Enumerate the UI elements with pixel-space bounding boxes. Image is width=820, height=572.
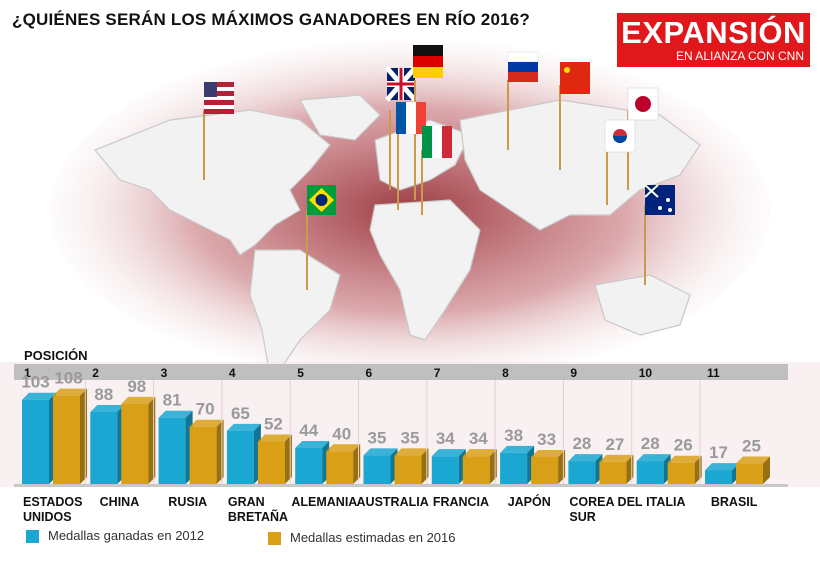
value-label-2016: 40 (332, 424, 351, 443)
position-number: 9 (570, 366, 577, 380)
bar-2012 (568, 454, 603, 484)
position-number: 7 (434, 366, 441, 380)
position-number: 10 (639, 366, 653, 380)
value-label-2016: 108 (54, 369, 82, 388)
russia-flag-icon (507, 51, 539, 150)
value-label-2016: 34 (469, 429, 488, 448)
value-label-2016: 33 (537, 430, 556, 449)
category-label: RUSIA (168, 495, 207, 509)
germany-flag-icon (413, 45, 443, 200)
usa-flag-icon (203, 82, 234, 180)
legend-swatch-2016 (268, 532, 281, 545)
bar-2012 (705, 463, 739, 484)
bar-2016 (462, 449, 497, 484)
value-label-2012: 28 (641, 434, 660, 453)
value-label-2012: 103 (21, 373, 49, 392)
africa (369, 199, 481, 341)
bar-2012 (636, 454, 671, 484)
position-number: 1 (24, 366, 31, 380)
position-number: 2 (92, 366, 99, 380)
value-label-2012: 65 (231, 404, 250, 423)
flags (203, 45, 675, 290)
bar-2016 (53, 388, 87, 484)
bar-2016 (394, 448, 429, 484)
category-label: ESTADOS (23, 495, 83, 509)
north-america (94, 109, 331, 256)
value-label-2012: 17 (709, 443, 728, 462)
page-title: ¿QUIÉNES SERÁN LOS MÁXIMOS GANADORES EN … (12, 10, 530, 29)
value-label-2012: 38 (504, 426, 523, 445)
value-label-2012: 28 (572, 434, 591, 453)
baseline (14, 484, 788, 487)
france-flag-icon (396, 102, 426, 210)
legend-label-2012: Medallas ganadas en 2012 (48, 528, 205, 543)
italy-flag-icon (421, 126, 452, 215)
value-label-2016: 70 (196, 400, 215, 419)
bar-2012 (295, 441, 330, 484)
legend-label-2016: Medallas estimadas en 2016 (290, 530, 456, 545)
greenland (299, 94, 381, 141)
bar-2016 (531, 450, 566, 484)
category-label: GRAN (228, 495, 265, 509)
category-label: UNIDOS (23, 510, 72, 524)
logo-tagline: EN ALIANZA CON CNN (675, 49, 804, 63)
south-america (249, 249, 341, 370)
legend-swatch-2012 (26, 530, 39, 543)
bar-2016 (257, 434, 292, 484)
bar-2012 (158, 410, 193, 484)
category-label: FRANCIA (433, 495, 489, 509)
position-number: 6 (366, 366, 373, 380)
position-number: 5 (297, 366, 304, 380)
bar-2012 (500, 445, 535, 484)
bar-2012 (431, 449, 466, 484)
value-label-2016: 25 (742, 437, 761, 456)
value-label-2016: 26 (674, 436, 693, 455)
category-label: BRETAÑA (228, 509, 288, 524)
value-label-2016: 27 (605, 435, 624, 454)
value-label-2012: 88 (94, 385, 113, 404)
position-number: 11 (707, 366, 720, 380)
korea-flag-icon (604, 119, 636, 205)
category-label: AUSTRALIA (357, 495, 429, 509)
position-strip (14, 364, 788, 380)
bar-2012 (226, 423, 261, 484)
bar-2016 (667, 455, 702, 484)
value-label-2012: 44 (299, 421, 318, 440)
value-label-2012: 81 (163, 391, 182, 410)
australia (594, 274, 691, 336)
bar-2016 (736, 456, 770, 484)
bar-2012 (22, 392, 56, 484)
position-number: 4 (229, 366, 236, 380)
expansion-logo: EXPANSIÓN EN ALIANZA CON CNN (617, 13, 810, 67)
bar-2012 (363, 448, 398, 484)
china-flag-icon (559, 62, 590, 170)
category-label: COREA DEL (569, 495, 643, 509)
bar-2012 (90, 405, 125, 484)
brazil-flag-icon (306, 185, 336, 290)
value-label-2016: 98 (127, 377, 146, 396)
logo-brand: EXPANSIÓN (621, 15, 806, 50)
category-label: ITALIA (646, 495, 685, 509)
position-number: 3 (161, 366, 168, 380)
position-label: POSICIÓN (24, 348, 88, 363)
category-label: BRASIL (711, 495, 758, 509)
category-label: CHINA (100, 495, 140, 509)
bar-2016 (121, 396, 156, 484)
category-label: SUR (569, 510, 595, 524)
category-label: ALEMANIA (291, 495, 357, 509)
value-label-2016: 52 (264, 414, 283, 433)
value-label-2012: 35 (368, 428, 387, 447)
category-label: JAPÓN (508, 494, 551, 509)
world-map (50, 40, 770, 370)
value-label-2012: 34 (436, 429, 455, 448)
position-number: 8 (502, 366, 509, 380)
bar-2016 (189, 419, 224, 484)
asia (459, 99, 701, 231)
uk-flag-icon (385, 66, 417, 190)
bar-2016 (326, 444, 361, 484)
australia-flag-icon (644, 184, 675, 285)
bar-2016 (599, 454, 634, 484)
value-label-2016: 35 (401, 428, 420, 447)
